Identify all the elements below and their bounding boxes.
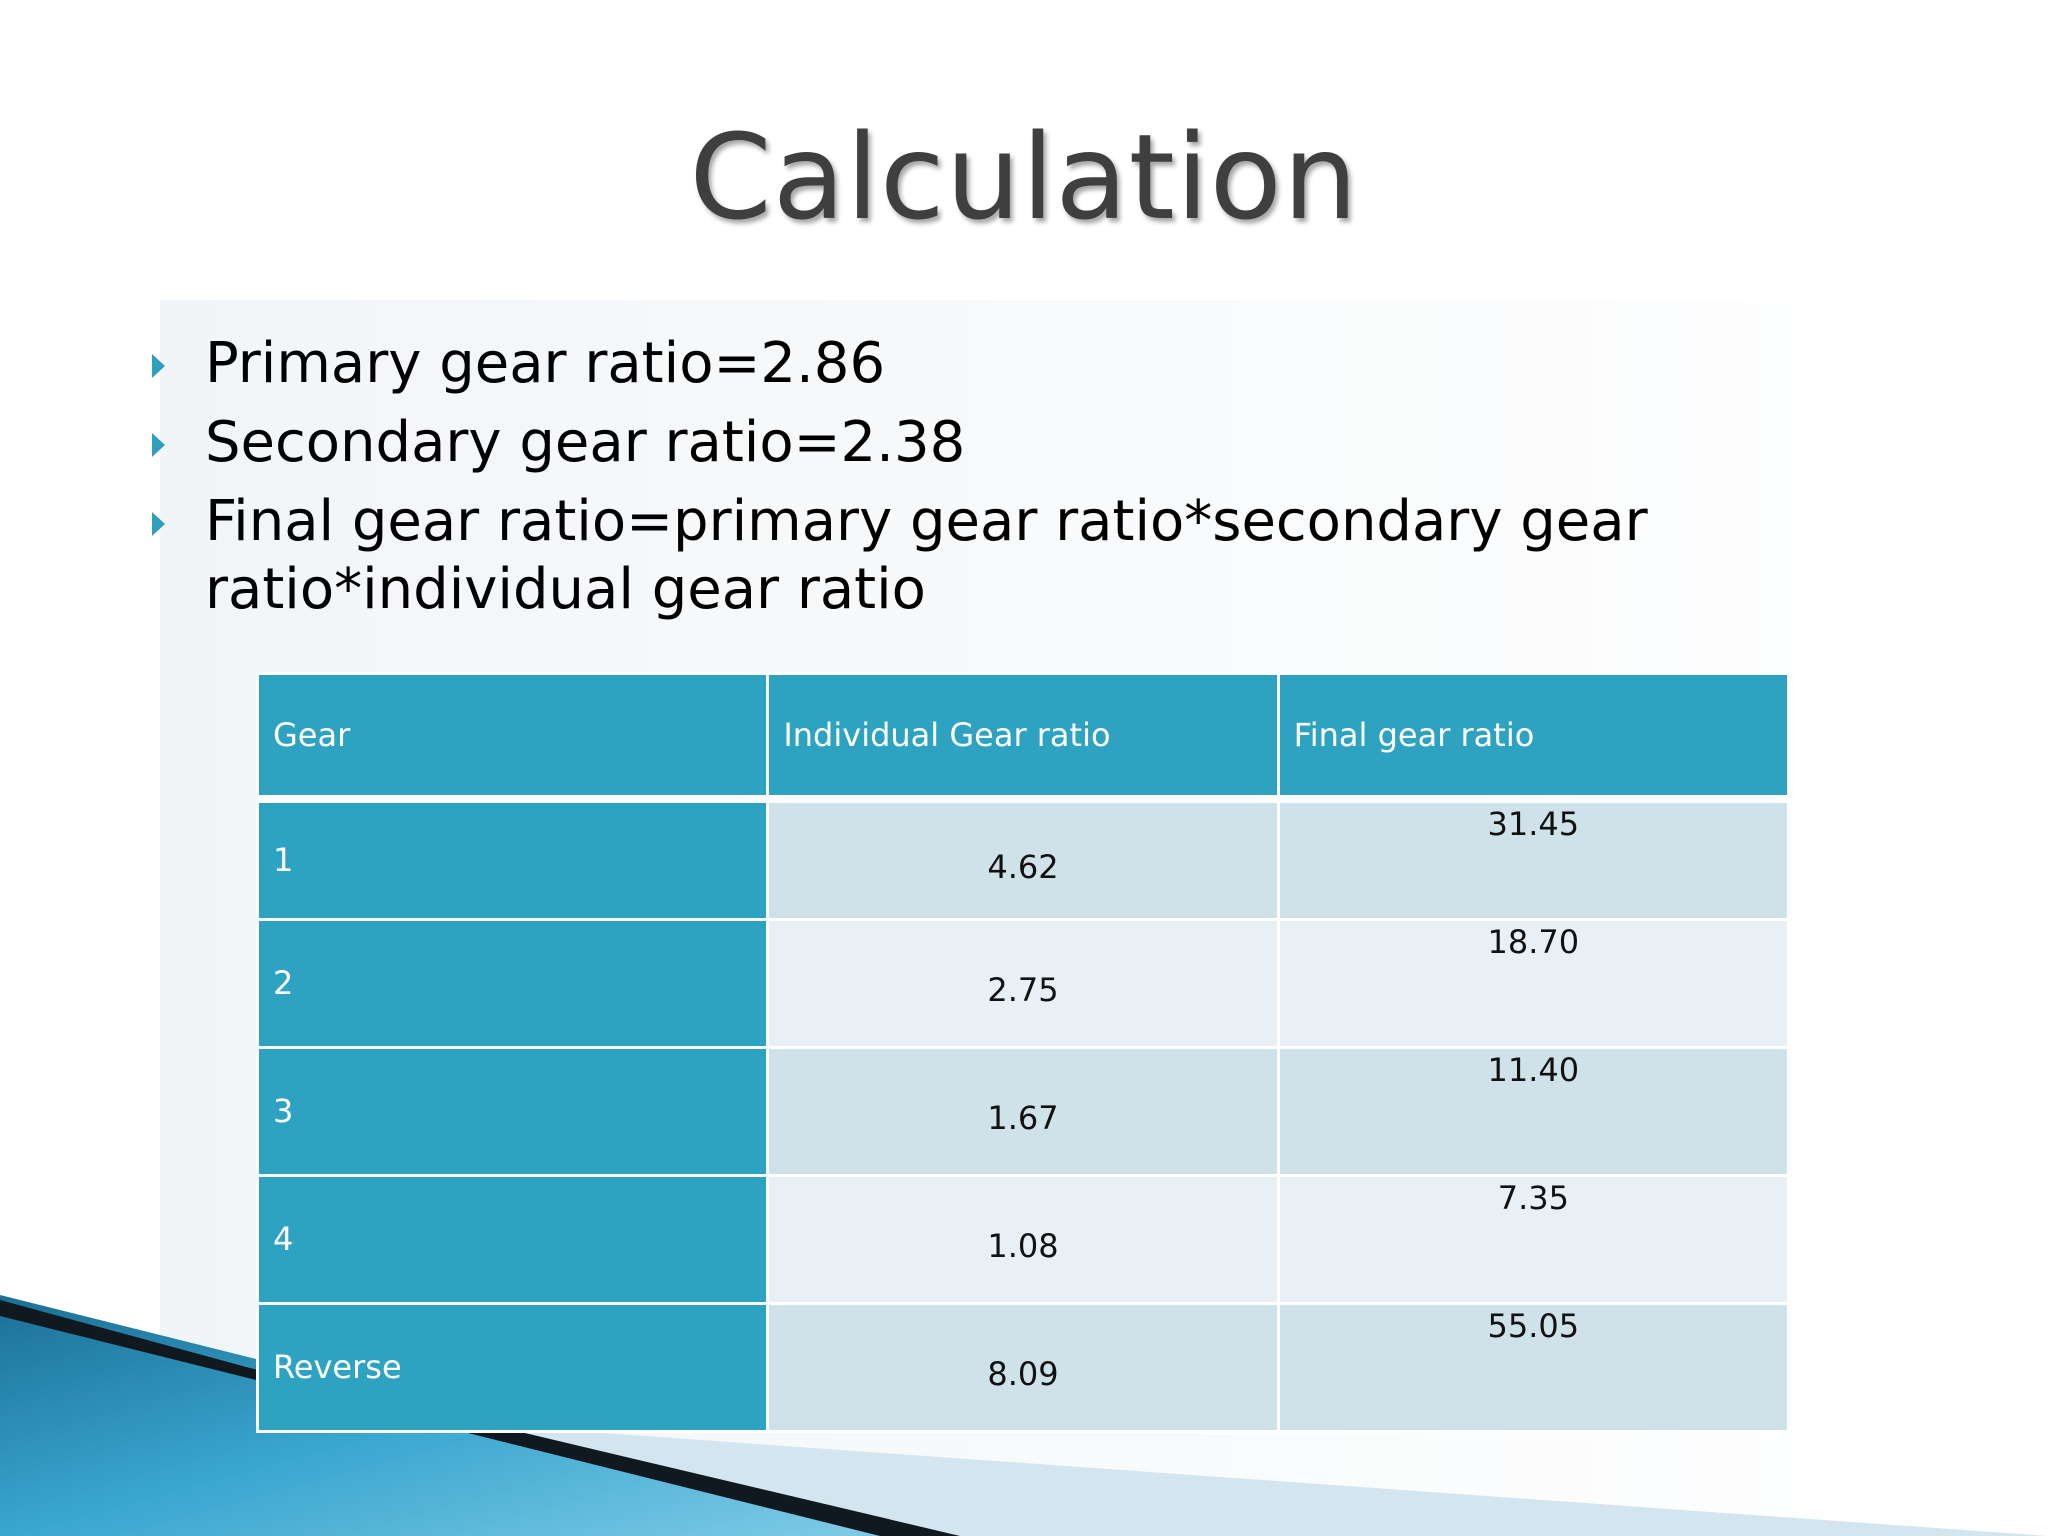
bullet-text: Primary gear ratio=2.86 [205, 331, 886, 396]
bullet-text: Final gear ratio=primary gear ratio*seco… [205, 489, 1648, 622]
triangle-bullet-icon [152, 354, 165, 378]
triangle-bullet-icon [152, 512, 165, 536]
table-row: 3 1.67 11.40 [255, 1045, 1791, 1177]
gear-cell: Reverse [255, 1301, 770, 1433]
final-ratio-cell: 31.45 [1276, 797, 1791, 921]
final-ratio-cell: 55.05 [1276, 1301, 1791, 1433]
individual-ratio-cell: 8.09 [766, 1301, 1280, 1433]
bullet-item: Final gear ratio=primary gear ratio*seco… [140, 488, 1700, 624]
gear-ratio-table: Gear Individual Gear ratio Final gear ra… [255, 672, 1791, 1433]
final-ratio-cell: 11.40 [1276, 1045, 1791, 1177]
table-row: 4 1.08 7.35 [255, 1173, 1791, 1305]
column-header-gear: Gear [255, 672, 770, 803]
individual-ratio-cell: 1.67 [766, 1045, 1280, 1177]
table-row: 2 2.75 18.70 [255, 917, 1791, 1049]
gear-cell: 1 [255, 797, 770, 921]
individual-ratio-cell: 2.75 [766, 917, 1280, 1049]
bullet-item: Primary gear ratio=2.86 [140, 330, 1700, 398]
gear-cell: 3 [255, 1045, 770, 1177]
individual-ratio-cell: 4.62 [766, 797, 1280, 921]
bullet-list: Primary gear ratio=2.86 Secondary gear r… [140, 330, 1700, 635]
bullet-text: Secondary gear ratio=2.38 [205, 410, 966, 475]
gear-cell: 4 [255, 1173, 770, 1305]
final-ratio-cell: 18.70 [1276, 917, 1791, 1049]
individual-ratio-cell: 1.08 [766, 1173, 1280, 1305]
slide-title: Calculation [689, 108, 1359, 246]
column-header-final-gear-ratio: Final gear ratio [1276, 672, 1791, 803]
table-header-row: Gear Individual Gear ratio Final gear ra… [255, 672, 1791, 803]
final-ratio-cell: 7.35 [1276, 1173, 1791, 1305]
column-header-individual-gear-ratio: Individual Gear ratio [766, 672, 1280, 803]
table-row: 1 4.62 31.45 [255, 797, 1791, 921]
triangle-bullet-icon [152, 433, 165, 457]
gear-cell: 2 [255, 917, 770, 1049]
bullet-item: Secondary gear ratio=2.38 [140, 409, 1700, 477]
table-row: Reverse 8.09 55.05 [255, 1301, 1791, 1433]
